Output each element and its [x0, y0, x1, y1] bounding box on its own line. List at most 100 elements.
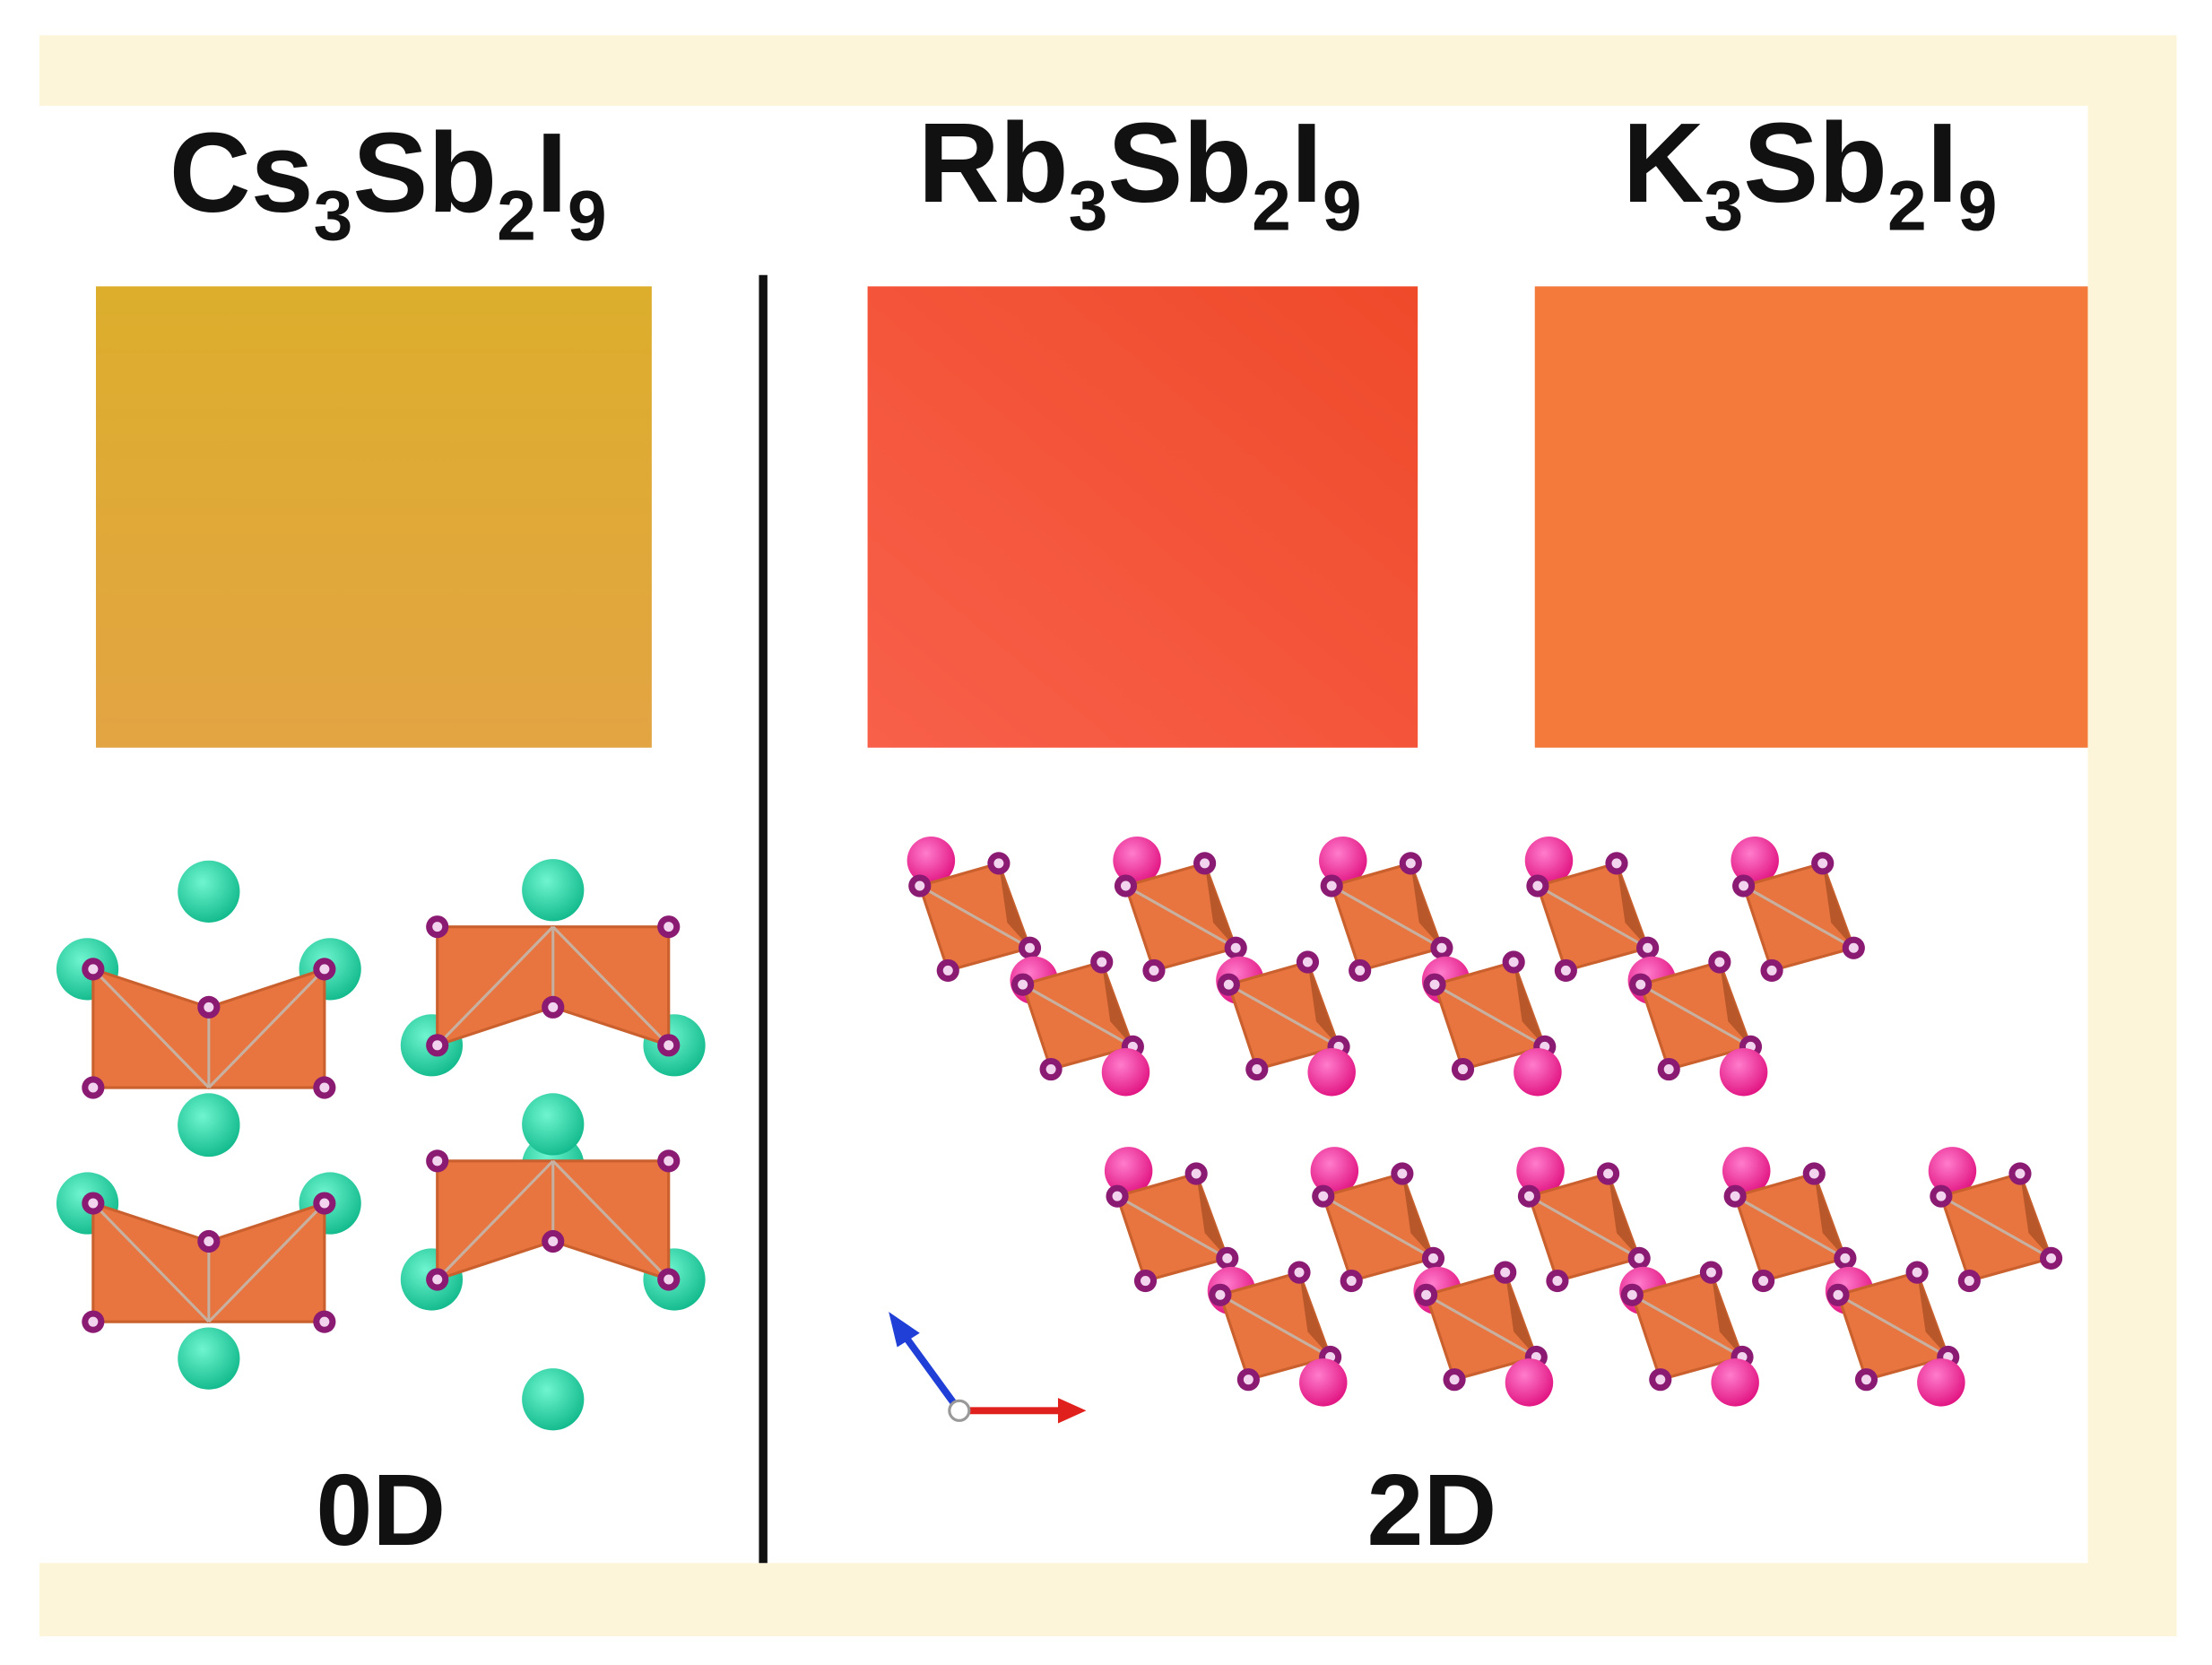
subscript: 3 — [1069, 166, 1108, 245]
iodine-core — [1405, 858, 1416, 869]
bond — [1734, 1194, 1846, 1260]
symbol: I — [1291, 100, 1323, 226]
dimensionality-label: 2D — [1367, 1453, 1497, 1567]
iodine-core — [204, 1236, 214, 1247]
figure-content: Cs3Sb2I9 Rb3Sb2I9 K3Sb2I9 0D 2D — [39, 35, 2177, 1637]
iodine-core — [1532, 880, 1543, 891]
iodine-core — [1294, 1267, 1305, 1278]
octahedron-face — [1608, 1173, 1640, 1259]
iodine-core — [1714, 957, 1725, 967]
iodine-core — [1223, 979, 1234, 990]
bond — [1537, 884, 1649, 950]
iodine-core — [1149, 965, 1159, 976]
bond — [1021, 983, 1134, 1048]
iodine-core — [319, 1316, 330, 1327]
cation — [178, 860, 240, 923]
iodine-core — [1603, 1168, 1614, 1179]
structure-0d — [56, 859, 706, 1431]
bond — [1940, 1194, 2052, 1260]
bond — [436, 925, 554, 1046]
iodine-core — [1097, 957, 1107, 967]
iodine-core — [1840, 1253, 1851, 1263]
octahedron-face — [2019, 1173, 2052, 1259]
iodine-core — [1215, 1289, 1226, 1300]
bond — [436, 1159, 554, 1281]
iodine-core — [1861, 1374, 1871, 1385]
iodine-core — [1429, 979, 1440, 990]
cation — [1307, 1047, 1356, 1097]
bond — [207, 967, 325, 1089]
cation — [178, 1327, 240, 1390]
iodine-core — [1833, 1289, 1843, 1300]
iodine-core — [1635, 979, 1646, 990]
iodine-core — [1758, 1276, 1769, 1287]
iodine-core — [664, 922, 674, 932]
iodine-core — [1766, 965, 1777, 976]
iodine-core — [942, 965, 953, 976]
iodine-core — [88, 964, 99, 975]
iodine-core — [1655, 1374, 1666, 1385]
bond — [919, 884, 1031, 950]
compound-label: Rb3Sb2I9 — [918, 100, 1362, 245]
iodine-core — [1523, 1191, 1534, 1201]
subscript: 9 — [1958, 166, 1998, 245]
octahedron-face — [1822, 863, 1854, 949]
iodine-core — [204, 1002, 214, 1012]
iodine-core — [1817, 858, 1828, 869]
iodine-core — [1421, 1289, 1432, 1300]
cation — [1514, 1047, 1562, 1097]
iodine-core — [1200, 858, 1210, 869]
iodine-core — [1560, 965, 1571, 976]
sample-swatch — [1534, 286, 2088, 748]
iodine-core — [1302, 957, 1313, 967]
cation — [1299, 1358, 1348, 1407]
cation — [1719, 1047, 1768, 1097]
octahedron-face — [998, 863, 1030, 949]
iodine-core — [664, 1040, 674, 1051]
iodine-core — [319, 1198, 330, 1209]
iodine-core — [1705, 1267, 1716, 1278]
bond — [1742, 884, 1855, 950]
subscript: 3 — [314, 176, 353, 255]
iodine-core — [1643, 942, 1653, 953]
cation — [1113, 836, 1161, 885]
iodine-core — [319, 964, 330, 975]
bond — [551, 925, 670, 1046]
subscript: 2 — [497, 176, 536, 255]
iodine-core — [1045, 1064, 1056, 1075]
structure-2d — [906, 836, 2063, 1407]
iodine-core — [432, 1040, 443, 1051]
symbol: Cs — [169, 109, 314, 236]
octahedron-face — [1307, 961, 1340, 1047]
iodine-core — [1252, 1064, 1262, 1075]
bond — [207, 1201, 325, 1323]
cation — [1524, 836, 1574, 885]
iodine-core — [1458, 1064, 1469, 1075]
iodine-core — [1611, 858, 1622, 869]
octahedron-face — [1101, 961, 1133, 1047]
iodine-core — [1025, 942, 1036, 953]
iodine-core — [1112, 1191, 1123, 1201]
iodine-core — [1449, 1374, 1460, 1385]
bond — [91, 1201, 210, 1323]
iodine-core — [432, 922, 443, 932]
iodine-core — [2046, 1253, 2057, 1263]
iodine-core — [915, 880, 925, 891]
sample-swatch — [95, 286, 652, 748]
iodine-core — [432, 1156, 443, 1166]
iodine-core — [432, 1274, 443, 1285]
bond — [91, 967, 210, 1089]
compound-label: K3Sb2I9 — [1623, 100, 1998, 245]
iodine-core — [1191, 1168, 1201, 1179]
cation — [1711, 1358, 1759, 1407]
iodine-core — [1912, 1267, 1922, 1278]
iodine-core — [1936, 1191, 1947, 1201]
iodine-core — [1436, 942, 1447, 953]
subscript: 3 — [1704, 166, 1743, 245]
cation — [1101, 1047, 1150, 1097]
iodine-core — [1141, 1276, 1151, 1287]
iodine-core — [664, 1274, 674, 1285]
dimensionality-label: 0D — [316, 1453, 446, 1567]
bond — [1219, 1293, 1332, 1358]
